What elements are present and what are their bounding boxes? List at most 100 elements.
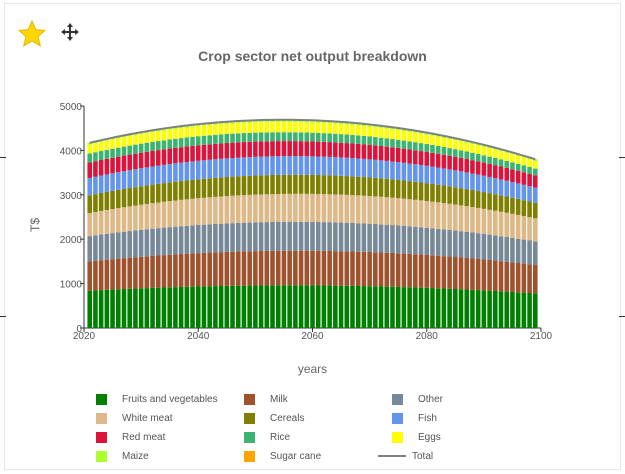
legend-item[interactable]: Fish [392,411,437,425]
bar-segment [521,165,527,173]
bar-segment [527,159,532,167]
bar-segment [298,120,304,123]
bar-segment [315,175,321,194]
legend-item[interactable]: Maize [96,449,149,463]
bar-segment [515,154,521,156]
bar-segment [333,157,338,176]
bar-segment [218,143,224,159]
bar-segment [298,221,304,251]
bar-segment [127,231,132,258]
legend-item[interactable]: Total [378,449,433,463]
bar-segment [401,148,407,163]
bar-segment [527,173,532,187]
move-icon[interactable] [61,23,79,41]
bar-stack [367,124,372,328]
bar-segment [435,135,441,137]
bar-segment [481,145,487,147]
bar-segment [133,135,138,145]
bar-segment [275,120,281,122]
bar-segment [458,150,464,158]
bar-stack [458,139,464,328]
bar-segment [384,224,390,253]
bar-segment [395,162,401,180]
bar-segment [258,132,264,142]
bar-stack [310,120,315,328]
bar-stack [321,120,327,328]
bar-segment [533,161,538,169]
bar-segment [275,156,281,175]
bar-segment [235,285,241,328]
bar-stack [207,123,212,328]
bar-segment [201,160,207,179]
bar-segment [173,254,178,288]
legend-label: Cereals [270,412,305,424]
bar-segment [270,141,275,157]
bar-segment [201,252,207,287]
bar-segment [384,197,390,225]
legend-item[interactable]: Rice [244,430,290,444]
bar-stack [115,136,121,328]
bar-segment [378,137,384,147]
bar-segment [510,152,515,155]
legend-item[interactable]: Milk [244,392,288,406]
bar-segment [127,288,132,328]
bar-segment [144,288,150,328]
bar-segment [441,137,447,148]
bar-segment [247,132,252,142]
legend-item[interactable]: Fruits and vegetables [96,392,218,406]
bar-segment [207,252,212,287]
bar-segment [498,236,504,262]
legend-item[interactable]: Cereals [244,411,304,425]
bar-segment [333,142,338,158]
bar-segment [275,221,281,251]
bar-segment [350,158,355,177]
bar-segment [281,156,287,175]
bar-segment [161,183,167,202]
bar-segment [304,156,310,175]
bar-segment [247,251,252,286]
bar-segment [258,222,264,252]
bar-segment [178,147,184,163]
bar-segment [487,156,492,164]
bar-segment [315,120,321,123]
legend-item[interactable]: Red meat [96,430,165,444]
bar-segment [510,169,515,183]
bar-segment [104,139,110,141]
bar-segment [441,168,447,186]
bar-segment [344,285,350,328]
bar-segment [161,287,167,328]
bar-segment [270,285,275,328]
legend-item[interactable]: Sugar cane [244,449,321,463]
bar-segment [470,144,475,153]
bar-segment [315,222,321,251]
bar-segment [401,129,407,132]
bar-segment [161,128,167,131]
bar-segment [293,132,298,142]
bar-segment [144,203,150,230]
bar-segment [121,231,127,259]
bar-segment [224,196,230,224]
bar-stack [298,119,304,328]
legend-item[interactable]: Eggs [392,430,441,444]
bar-segment [150,141,155,151]
star-icon[interactable] [17,19,47,48]
bar-segment [453,257,458,290]
legend-label: Red meat [122,431,166,443]
bar-segment [133,144,138,154]
bar-segment [373,177,378,197]
x-tick-label: 2020 [73,331,96,342]
bar-segment [435,136,441,146]
bar-segment [281,250,287,286]
legend-item[interactable]: White meat [96,411,173,425]
bar-segment [390,127,395,130]
bar-segment [458,157,464,172]
legend-label: Fruits and vegetables [122,393,218,405]
bar-segment [87,177,92,196]
bar-segment [213,134,218,144]
bar-segment [487,193,492,210]
bar-segment [258,120,264,123]
bar-segment [104,259,110,290]
legend-item[interactable]: Other [392,392,443,406]
bar-segment [464,289,470,328]
bar-segment [167,287,172,328]
